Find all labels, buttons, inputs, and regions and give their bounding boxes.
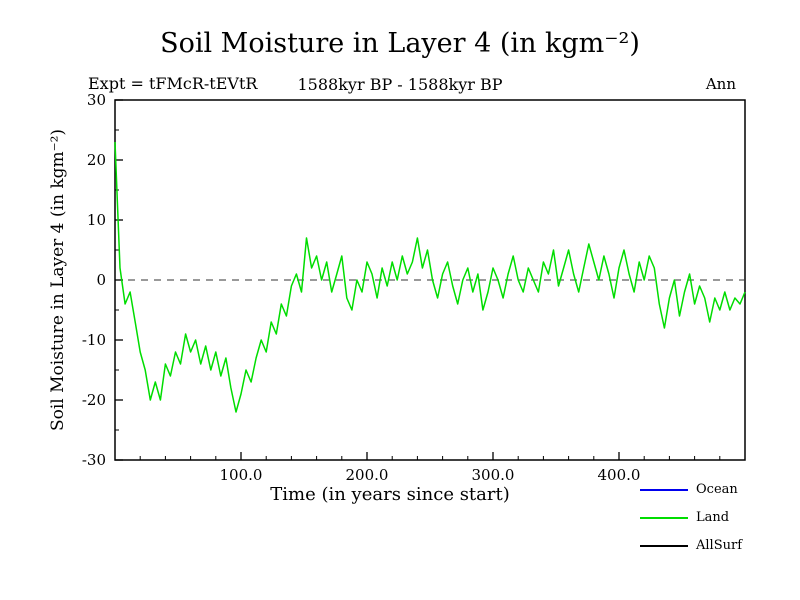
- experiment-label: Expt = tFMcR-tEVtR: [88, 74, 258, 93]
- legend-label: Ocean: [696, 482, 738, 497]
- y-tick-label: 0: [96, 271, 106, 289]
- legend-label: AllSurf: [696, 538, 743, 553]
- period-label: 1588kyr BP - 1588kyr BP: [297, 75, 503, 94]
- legend-entry-ocean: Ocean: [640, 482, 795, 497]
- plot-area: 100.0 200.0 300.0 400.0 -30 -20 -10 0 10 20 30: [82, 91, 746, 484]
- x-tick-label: 200.0: [346, 466, 389, 484]
- y-minor-ticks: [115, 129, 119, 431]
- legend-line-land: [640, 516, 688, 519]
- x-tick-label: 400.0: [598, 466, 641, 484]
- y-tick-label: -30: [82, 451, 106, 469]
- y-tick-label: 10: [87, 211, 106, 229]
- y-tick-label: -10: [82, 331, 106, 349]
- legend-line-ocean: [640, 488, 688, 491]
- legend-line-allsurf: [640, 544, 688, 547]
- y-tick-label: -20: [82, 391, 106, 409]
- legend-entry-allsurf: AllSurf: [640, 538, 795, 553]
- season-label: Ann: [705, 75, 736, 93]
- y-tick-label: 30: [87, 91, 106, 109]
- legend: Ocean Land AllSurf: [640, 482, 795, 553]
- x-tick-label: 100.0: [220, 466, 263, 484]
- legend-label: Land: [696, 510, 730, 525]
- series-line-land: [114, 141, 746, 413]
- x-tick-label: 300.0: [472, 466, 515, 484]
- y-tick-label: 20: [87, 151, 106, 169]
- legend-entry-land: Land: [640, 510, 795, 525]
- chart-title: Soil Moisture in Layer 4 (in kgm⁻²): [160, 28, 640, 59]
- x-axis-label: Time (in years since start): [270, 484, 510, 505]
- x-minor-ticks: [139, 456, 721, 460]
